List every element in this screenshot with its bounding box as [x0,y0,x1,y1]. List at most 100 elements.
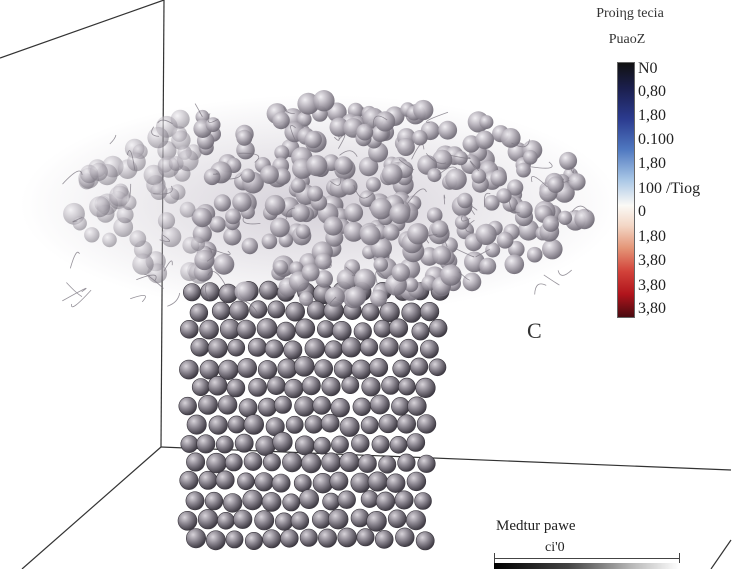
cap-sphere [223,227,242,246]
cap-sphere [329,117,349,137]
cap-sphere [203,168,221,186]
cap-sphere [574,208,595,230]
scale-bar-tick-right [679,553,680,563]
cap-sphere [431,220,449,238]
stem-sphere [249,300,268,319]
stem-sphere-cluster [177,280,450,551]
fiber-strand [206,251,215,262]
cap-sphere [290,177,306,193]
stem-sphere [198,394,218,415]
stem-sphere [191,378,210,397]
cap-sphere [508,240,525,258]
fiber-strand [475,249,490,258]
stem-sphere [331,435,349,454]
cap-sphere [307,185,323,202]
fiber-strand [130,295,146,303]
colorbar-tick-label: 1,80 [638,228,666,245]
cap-sphere [453,151,468,166]
cap-sphere [341,178,358,195]
colorbar-tick-label: 100 /Tiog [638,180,701,197]
cap-sphere [179,201,196,218]
cap-sphere [177,149,199,172]
colorbar-title: Proiηg tecia [596,6,664,21]
stem-sphere [256,318,278,339]
cap-sphere [396,138,415,156]
fiber-strand [353,184,374,199]
stem-sphere [361,302,380,321]
stem-sphere [415,377,436,399]
stem-sphere [290,511,310,530]
cap-sphere [407,223,429,245]
stem-sphere [234,433,254,453]
fiber-strand [129,183,132,198]
cap-sphere [121,195,137,211]
cap-sphere [213,253,235,275]
stem-sphere [179,359,199,380]
stem-sphere [227,338,246,357]
cap-sphere [358,156,379,177]
stem-sphere [331,320,352,341]
cap-sphere [132,253,154,275]
cap-sphere [343,221,364,242]
scale-bar-tick-left [494,553,495,563]
stem-sphere [205,530,226,551]
stem-sphere [186,414,207,435]
cap-sphere [475,223,497,245]
colorbar-tick-label: 1,80 [638,155,666,172]
stem-sphere [351,359,372,380]
stem-sphere [429,319,448,338]
fiber-strand [205,284,210,300]
cap-sphere [403,277,419,293]
stem-sphere [353,322,372,341]
cap-sphere [323,216,343,236]
stem-sphere [313,436,331,455]
cap-sphere [432,149,453,170]
fiber-strand [425,153,447,164]
colorbar [617,62,635,318]
colorbar-tick-label: 1,80 [638,107,666,124]
cap-sphere [445,168,467,190]
cap-sphere [370,197,392,220]
cap-sphere [427,168,442,183]
fiber-strand [144,274,164,289]
stem-sphere [285,415,304,434]
stem-sphere [204,491,224,511]
stem-sphere [185,491,205,511]
stem-sphere [356,528,375,547]
stem-sphere [304,415,323,434]
stem-sphere [374,530,394,549]
cap-sphere [365,177,381,192]
fiber-strand [372,115,388,128]
cap-sphere [515,201,533,219]
cap-sphere [360,225,381,246]
cap-sphere [209,216,226,233]
stem-sphere [337,490,356,509]
stem-sphere [177,510,198,531]
colorbar-tick-label: 3,80 [638,300,666,317]
stem-sphere [324,340,343,359]
stem-sphere [328,509,349,530]
stem-sphere [361,377,381,397]
fiber-strand [238,152,260,163]
stem-sphere [369,394,390,415]
cap-sphere [547,176,564,193]
stem-sphere [275,512,294,531]
stem-sphere [322,492,340,511]
scale-bar-gradient [494,563,680,569]
stem-sphere [401,302,422,323]
fiber-strand [345,266,356,277]
cap-sphere [559,151,578,170]
fiber-strand [62,170,83,185]
cap-sphere [334,156,353,175]
stem-sphere [301,453,322,474]
stem-sphere [299,528,318,547]
stem-sphere [371,435,390,454]
cap-sphere [291,203,310,222]
fiber-strand [534,283,547,295]
stem-sphere [247,337,267,357]
panel-label: C [527,318,542,343]
stem-sphere [264,339,284,359]
stem-sphere [283,340,303,360]
stem-sphere [293,355,315,377]
fiber-strand [157,119,173,125]
